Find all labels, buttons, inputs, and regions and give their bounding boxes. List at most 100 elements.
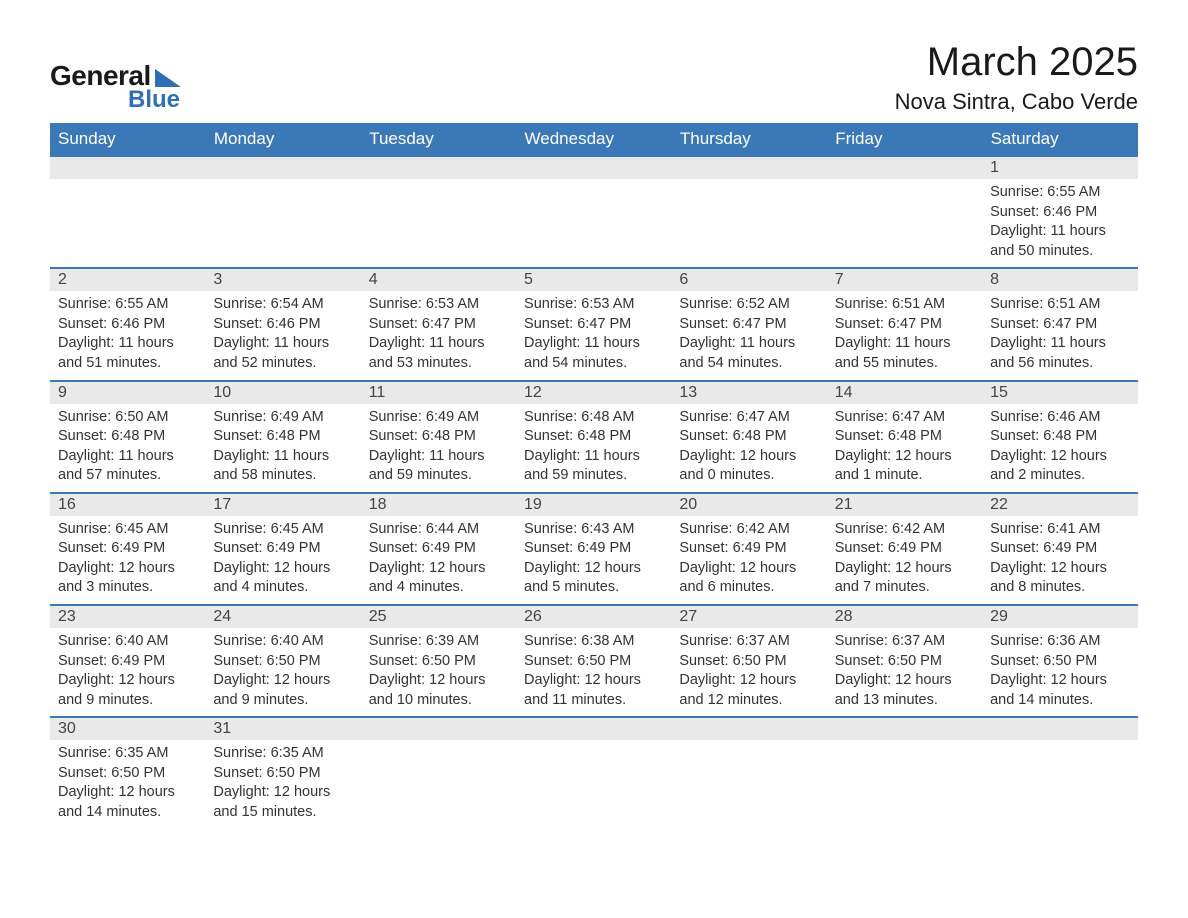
day-number-cell: 12 (516, 381, 671, 404)
sunrise-text: Sunrise: 6:45 AM (58, 520, 197, 540)
day-number-cell: 10 (205, 381, 360, 404)
sunrise-text: Sunrise: 6:50 AM (58, 408, 197, 428)
daylight-text: Daylight: 12 hours and 13 minutes. (835, 671, 974, 710)
sunset-text: Sunset: 6:48 PM (835, 427, 974, 447)
daylight-text: Daylight: 12 hours and 9 minutes. (213, 671, 352, 710)
day-number-cell: 30 (50, 717, 205, 740)
day-detail-cell: Sunrise: 6:37 AMSunset: 6:50 PMDaylight:… (671, 628, 826, 717)
day-number-cell (827, 717, 982, 740)
day-number-cell: 11 (361, 381, 516, 404)
sunset-text: Sunset: 6:48 PM (679, 427, 818, 447)
daylight-text: Daylight: 12 hours and 1 minute. (835, 447, 974, 486)
day-number-cell: 4 (361, 268, 516, 291)
daynum-row: 1 (50, 156, 1138, 179)
day-number-cell (361, 156, 516, 179)
day-detail-cell: Sunrise: 6:55 AMSunset: 6:46 PMDaylight:… (982, 179, 1137, 268)
detail-row: Sunrise: 6:55 AMSunset: 6:46 PMDaylight:… (50, 291, 1138, 380)
day-detail-cell: Sunrise: 6:48 AMSunset: 6:48 PMDaylight:… (516, 404, 671, 493)
day-detail-cell: Sunrise: 6:35 AMSunset: 6:50 PMDaylight:… (205, 740, 360, 828)
sunrise-text: Sunrise: 6:48 AM (524, 408, 663, 428)
day-detail-cell: Sunrise: 6:36 AMSunset: 6:50 PMDaylight:… (982, 628, 1137, 717)
daylight-text: Daylight: 11 hours and 53 minutes. (369, 334, 508, 373)
day-detail-cell (827, 179, 982, 268)
sunrise-text: Sunrise: 6:55 AM (58, 295, 197, 315)
day-detail-cell (516, 179, 671, 268)
sunset-text: Sunset: 6:46 PM (58, 315, 197, 335)
sunset-text: Sunset: 6:49 PM (835, 539, 974, 559)
day-detail-cell: Sunrise: 6:50 AMSunset: 6:48 PMDaylight:… (50, 404, 205, 493)
weekday-header: Tuesday (361, 123, 516, 156)
day-detail-cell (827, 740, 982, 828)
daylight-text: Daylight: 11 hours and 54 minutes. (679, 334, 818, 373)
weekday-header: Friday (827, 123, 982, 156)
sunrise-text: Sunrise: 6:54 AM (213, 295, 352, 315)
sunrise-text: Sunrise: 6:55 AM (990, 183, 1129, 203)
day-detail-cell (671, 179, 826, 268)
day-number-cell: 26 (516, 605, 671, 628)
sunset-text: Sunset: 6:47 PM (524, 315, 663, 335)
sunset-text: Sunset: 6:48 PM (213, 427, 352, 447)
day-number-cell (50, 156, 205, 179)
detail-row: Sunrise: 6:35 AMSunset: 6:50 PMDaylight:… (50, 740, 1138, 828)
sunset-text: Sunset: 6:49 PM (58, 652, 197, 672)
day-detail-cell: Sunrise: 6:40 AMSunset: 6:50 PMDaylight:… (205, 628, 360, 717)
day-detail-cell (361, 179, 516, 268)
sunrise-text: Sunrise: 6:43 AM (524, 520, 663, 540)
detail-row: Sunrise: 6:55 AMSunset: 6:46 PMDaylight:… (50, 179, 1138, 268)
sunset-text: Sunset: 6:50 PM (58, 764, 197, 784)
day-detail-cell (982, 740, 1137, 828)
day-number-cell: 27 (671, 605, 826, 628)
day-number-cell: 2 (50, 268, 205, 291)
day-number-cell (671, 717, 826, 740)
day-number-cell: 13 (671, 381, 826, 404)
sunset-text: Sunset: 6:49 PM (369, 539, 508, 559)
day-number-cell (516, 156, 671, 179)
day-number-cell: 7 (827, 268, 982, 291)
sunrise-text: Sunrise: 6:51 AM (835, 295, 974, 315)
daylight-text: Daylight: 11 hours and 55 minutes. (835, 334, 974, 373)
daylight-text: Daylight: 11 hours and 59 minutes. (524, 447, 663, 486)
daylight-text: Daylight: 11 hours and 52 minutes. (213, 334, 352, 373)
sunrise-text: Sunrise: 6:40 AM (58, 632, 197, 652)
day-detail-cell: Sunrise: 6:53 AMSunset: 6:47 PMDaylight:… (361, 291, 516, 380)
day-detail-cell (50, 179, 205, 268)
day-number-cell (671, 156, 826, 179)
day-number-cell (361, 717, 516, 740)
day-number-cell: 16 (50, 493, 205, 516)
calendar-table: Sunday Monday Tuesday Wednesday Thursday… (50, 123, 1138, 829)
day-number-cell: 28 (827, 605, 982, 628)
logo: General Blue (50, 60, 181, 114)
daylight-text: Daylight: 12 hours and 5 minutes. (524, 559, 663, 598)
sunrise-text: Sunrise: 6:41 AM (990, 520, 1129, 540)
daylight-text: Daylight: 12 hours and 12 minutes. (679, 671, 818, 710)
sunrise-text: Sunrise: 6:44 AM (369, 520, 508, 540)
day-detail-cell (205, 179, 360, 268)
sunset-text: Sunset: 6:47 PM (990, 315, 1129, 335)
daylight-text: Daylight: 12 hours and 0 minutes. (679, 447, 818, 486)
weekday-header: Wednesday (516, 123, 671, 156)
sunrise-text: Sunrise: 6:49 AM (213, 408, 352, 428)
sunrise-text: Sunrise: 6:46 AM (990, 408, 1129, 428)
sunset-text: Sunset: 6:50 PM (213, 652, 352, 672)
weekday-row: Sunday Monday Tuesday Wednesday Thursday… (50, 123, 1138, 156)
day-detail-cell: Sunrise: 6:54 AMSunset: 6:46 PMDaylight:… (205, 291, 360, 380)
day-detail-cell: Sunrise: 6:39 AMSunset: 6:50 PMDaylight:… (361, 628, 516, 717)
day-number-cell: 22 (982, 493, 1137, 516)
daylight-text: Daylight: 11 hours and 51 minutes. (58, 334, 197, 373)
sunrise-text: Sunrise: 6:42 AM (679, 520, 818, 540)
daylight-text: Daylight: 12 hours and 9 minutes. (58, 671, 197, 710)
daylight-text: Daylight: 12 hours and 10 minutes. (369, 671, 508, 710)
sunrise-text: Sunrise: 6:37 AM (679, 632, 818, 652)
day-number-cell: 25 (361, 605, 516, 628)
sunset-text: Sunset: 6:46 PM (213, 315, 352, 335)
sunset-text: Sunset: 6:50 PM (990, 652, 1129, 672)
daylight-text: Daylight: 12 hours and 4 minutes. (369, 559, 508, 598)
day-detail-cell: Sunrise: 6:53 AMSunset: 6:47 PMDaylight:… (516, 291, 671, 380)
day-number-cell: 6 (671, 268, 826, 291)
detail-row: Sunrise: 6:45 AMSunset: 6:49 PMDaylight:… (50, 516, 1138, 605)
sunrise-text: Sunrise: 6:52 AM (679, 295, 818, 315)
day-number-cell: 5 (516, 268, 671, 291)
day-detail-cell: Sunrise: 6:41 AMSunset: 6:49 PMDaylight:… (982, 516, 1137, 605)
weekday-header: Monday (205, 123, 360, 156)
day-detail-cell (516, 740, 671, 828)
